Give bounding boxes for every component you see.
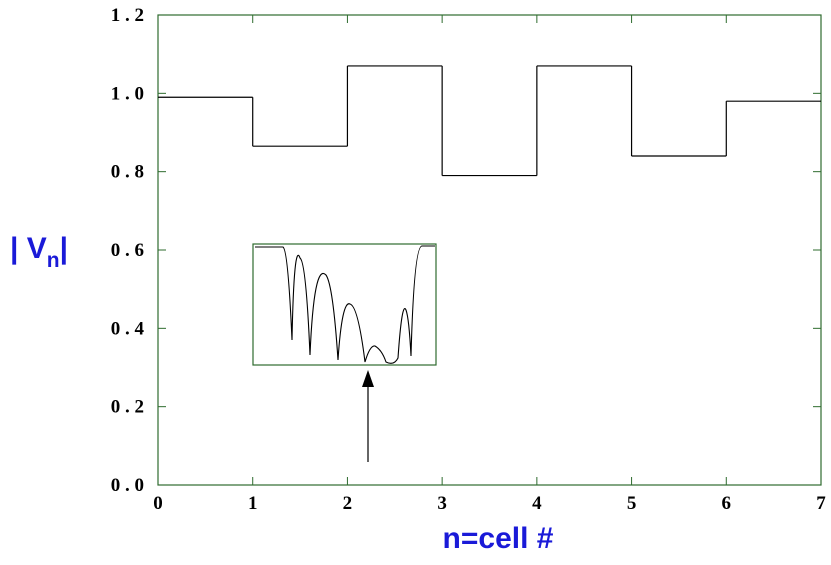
y-tick-label: 1 . 2 [111,5,144,26]
x-tick-label: 1 [248,493,258,514]
y-label-sub: n [47,249,60,272]
inset-plot [252,243,437,462]
x-tick-label: 6 [722,493,732,514]
y-label-main: | V [10,232,47,265]
x-tick-label: 5 [627,493,637,514]
y-tick-label: 0 . 0 [111,475,144,496]
x-axis-label: n=cell # [443,522,554,555]
y-tick-label: 1 . 0 [111,83,144,104]
x-tick-label: 3 [437,493,447,514]
x-tick-label: 4 [532,493,542,514]
y-tick-label: 0 . 6 [111,240,144,261]
y-tick-label: 0 . 4 [111,318,145,339]
inset-frame [252,243,437,366]
arrow-head [362,370,374,387]
inset-curve [255,245,435,364]
x-tick-label: 0 [153,493,163,514]
y-axis-label: | Vn| [10,232,68,272]
y-label-end: | [60,232,68,265]
y-tick-label: 0 . 8 [111,162,144,183]
y-tick-label: 0 . 2 [111,397,144,418]
x-tick-label: 2 [343,493,353,514]
x-tick-label: 7 [816,493,826,514]
